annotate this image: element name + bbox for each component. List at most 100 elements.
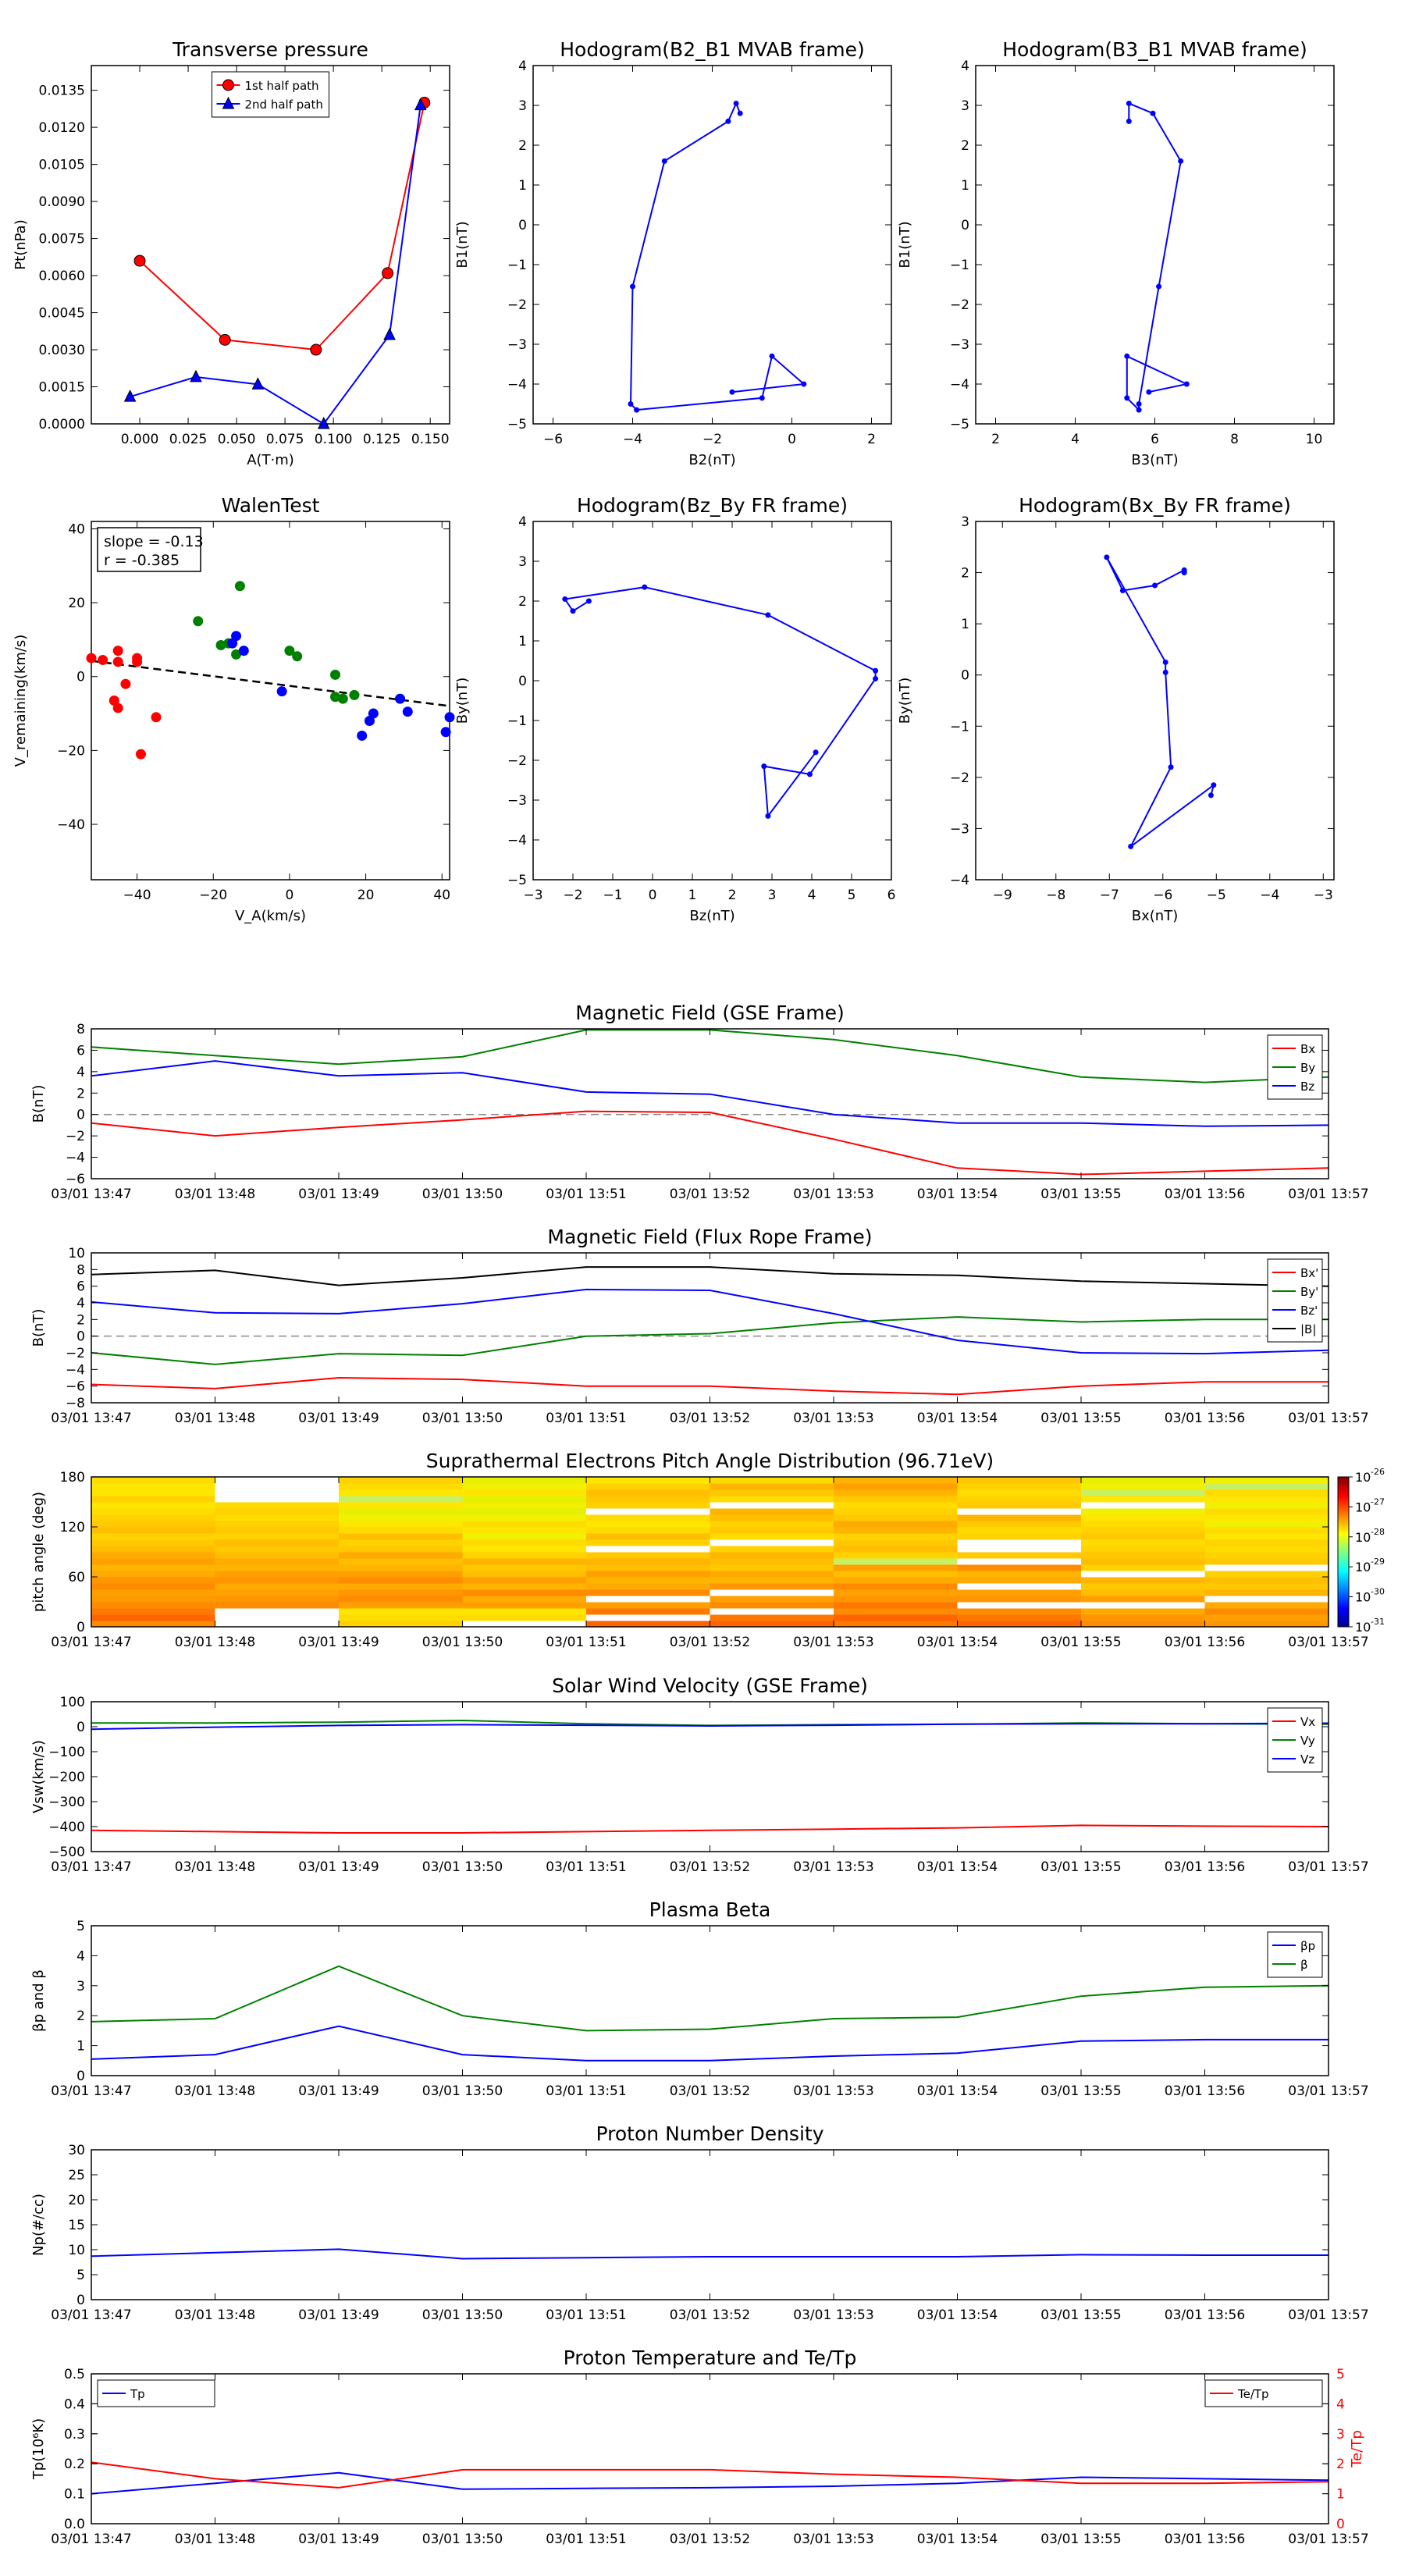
data-point [414,98,427,111]
legend-label: β [1300,1958,1308,1972]
x-tick-label: 0.025 [169,432,208,447]
chart-title: Proton Temperature and Te/Tp [564,2347,857,2369]
y-tick-label: −4 [507,833,527,849]
series-line [91,2025,1329,2062]
heatmap-cell [215,1571,340,1578]
data-point [190,369,202,382]
heatmap-cell [462,1539,587,1546]
x-tick-label: −4 [623,432,642,447]
heatmap-cell [586,1502,710,1509]
heatmap-cell [957,1508,1082,1515]
data-point [222,79,234,91]
x-tick-label: −6 [1153,888,1172,903]
heatmap-cell [1204,1539,1329,1546]
x-axis-label: B2(nT) [688,452,735,468]
y-tick-label: −2 [950,770,969,786]
heatmap-cell [957,1489,1082,1496]
scatter-point [444,712,455,723]
x-tick-label: 03/01 13:53 [793,2307,873,2323]
colorbar-tick-base: 10 [1355,1470,1371,1485]
heatmap-cell [462,1527,587,1534]
scatter-point [357,730,368,741]
scatter-point [231,631,242,642]
legend-label: By [1300,1061,1315,1075]
y-tick-label: 4 [518,514,527,530]
x-tick-label: 03/01 13:50 [422,2532,503,2547]
heatmap-cell [215,1502,340,1509]
heatmap-cell [91,1514,215,1521]
y-tick-label: −4 [507,377,527,393]
data-point [759,395,765,401]
y-tick-label: 120 [60,1520,85,1535]
heatmap-cell [710,1564,834,1571]
y-tick-label: 3 [1336,2427,1345,2443]
legend-box [1267,1931,1323,1978]
y-tick-label: 8 [76,1022,85,1037]
heatmap-cell [462,1558,587,1565]
series-line [91,1965,1329,2032]
y-tick-label: 0 [961,668,969,684]
data-point [1124,353,1130,359]
heatmap-cell [710,1589,834,1596]
x-tick-label: 03/01 13:57 [1288,1187,1368,1202]
x-tick-label: −40 [123,888,151,903]
colorbar-tick-exponent: -26 [1371,1467,1385,1477]
x-tick-label: 03/01 13:51 [546,1635,626,1650]
heatmap-cell [91,1502,215,1509]
colorbar-tick-exponent: -29 [1371,1557,1385,1567]
y-axis-label: B(nT) [30,1309,47,1347]
y-tick-label: 25 [68,2168,85,2183]
data-point [1162,659,1168,665]
scatter-point [112,656,123,667]
data-point [634,407,640,413]
plot-frame [91,521,450,881]
legend-label: βp [1300,1939,1315,1953]
x-tick-label: 03/01 13:48 [175,1635,255,1650]
heatmap-cell [586,1621,710,1628]
heatmap-cell [462,1496,587,1503]
heatmap-cell [462,1514,587,1521]
y-axis-label: Tp(10⁶K) [30,2418,47,2480]
series-line [91,2248,1329,2260]
colorbar-tick-base: 10 [1355,1530,1371,1545]
y-tick-label: 2 [961,138,969,154]
data-point [123,390,137,402]
x-tick-label: 03/01 13:53 [793,1635,873,1650]
heatmap-cell [586,1571,710,1578]
legend-label: Vy [1300,1734,1315,1748]
heatmap-cell [91,1508,215,1515]
x-tick-label: 03/01 13:54 [917,1859,998,1875]
heatmap-cell [834,1489,958,1496]
chart-title: Proton Number Density [596,2122,824,2145]
x-tick-label: 0.150 [411,432,450,447]
heatmap-cell [1204,1514,1329,1521]
y-axis-label: By(nT) [897,678,913,724]
heatmap-cell [339,1558,463,1565]
heatmap-cell [957,1558,1082,1565]
heatmap-cell [957,1533,1082,1540]
chart-title: Hodogram(B3_B1 MVAB frame) [1002,38,1307,61]
x-tick-label: 03/01 13:49 [298,1187,379,1202]
heatmap-cell [710,1608,834,1615]
x-tick-label: 03/01 13:50 [422,1859,503,1875]
heatmap-cell [91,1539,215,1546]
data-point [1208,792,1214,799]
legend-label: Vz [1300,1752,1314,1767]
x-tick-label: 03/01 13:57 [1288,1859,1368,1875]
y-tick-label: 0 [76,1720,85,1735]
x-tick-label: 03/01 13:48 [175,2532,255,2547]
heatmap-cell [586,1589,710,1596]
scatter-point [112,703,123,713]
heatmap-cell [1081,1521,1205,1528]
x-tick-label: 03/01 13:48 [175,1411,255,1426]
y-tick-label: 0.3 [64,2427,85,2443]
x-tick-label: 03/01 13:57 [1288,1411,1368,1426]
x-tick-label: 0.000 [121,432,159,447]
data-point [769,353,775,359]
x-tick-label: 5 [848,888,856,903]
data-point [585,598,592,604]
heatmap-cell [834,1533,958,1540]
y-tick-label: 3 [961,98,969,114]
heatmap-cell [834,1602,958,1609]
scatter-point [135,749,146,760]
